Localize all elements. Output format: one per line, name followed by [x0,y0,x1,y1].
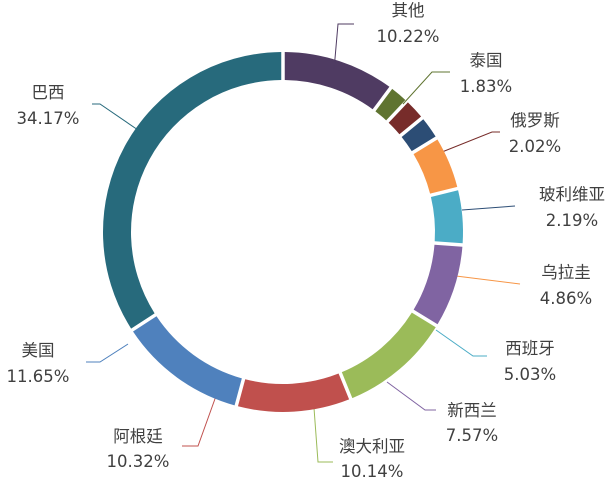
slice-澳大利亚 [341,312,436,399]
slice-name-label: 其他 [392,1,425,20]
leader-line-阿根廷 [182,395,217,447]
leader-line-巴西 [92,103,139,131]
leader-line-澳大利亚 [313,407,333,463]
slice-name-label: 美国 [22,341,55,360]
slice-percent-label: 1.83% [460,77,512,96]
leader-line-新西兰 [386,381,436,411]
slice-name-label: 新西兰 [447,401,497,420]
slice-percent-label: 7.57% [446,426,498,445]
leader-line-其他 [333,23,354,71]
slice-percent-label: 11.65% [7,367,70,386]
slice-percent-label: 2.02% [509,137,561,156]
slice-阿根廷 [237,373,350,413]
slice-泰国 [375,88,406,121]
leader-line-俄罗斯 [441,131,500,153]
slice-percent-label: 10.22% [377,27,440,46]
slice-乌拉圭 [413,139,458,194]
slice-percent-label: 10.32% [107,452,170,471]
slice-name-label: 泰国 [470,51,503,70]
leader-line-玻利维亚 [461,205,516,211]
slice-percent-label: 2.19% [546,211,598,230]
slice-巴西 [103,52,282,329]
slice-percent-label: 34.17% [17,109,80,128]
slice-name-label: 俄罗斯 [510,111,560,130]
leader-line-西班牙 [435,329,487,357]
slice-其他 [284,52,390,110]
slice-percent-label: 5.03% [504,365,556,384]
slice-name-label: 玻利维亚 [539,185,605,204]
leader-line-泰国 [402,71,450,105]
slice-percent-label: 10.14% [341,462,404,481]
slice-percent-label: 4.86% [540,289,592,308]
slice-西班牙 [430,190,463,244]
slice-玻利维亚 [401,119,436,152]
slice-name-label: 西班牙 [505,339,555,358]
slice-新西兰 [413,244,463,325]
slice-俄罗斯 [388,102,422,135]
leader-line-乌拉圭 [455,275,521,285]
slice-name-label: 巴西 [32,83,65,102]
slice-name-label: 阿根廷 [113,427,163,446]
slice-name-label: 澳大利亚 [339,437,405,456]
slice-name-label: 乌拉圭 [541,263,591,282]
leader-line-美国 [86,343,129,363]
slice-美国 [133,316,242,406]
